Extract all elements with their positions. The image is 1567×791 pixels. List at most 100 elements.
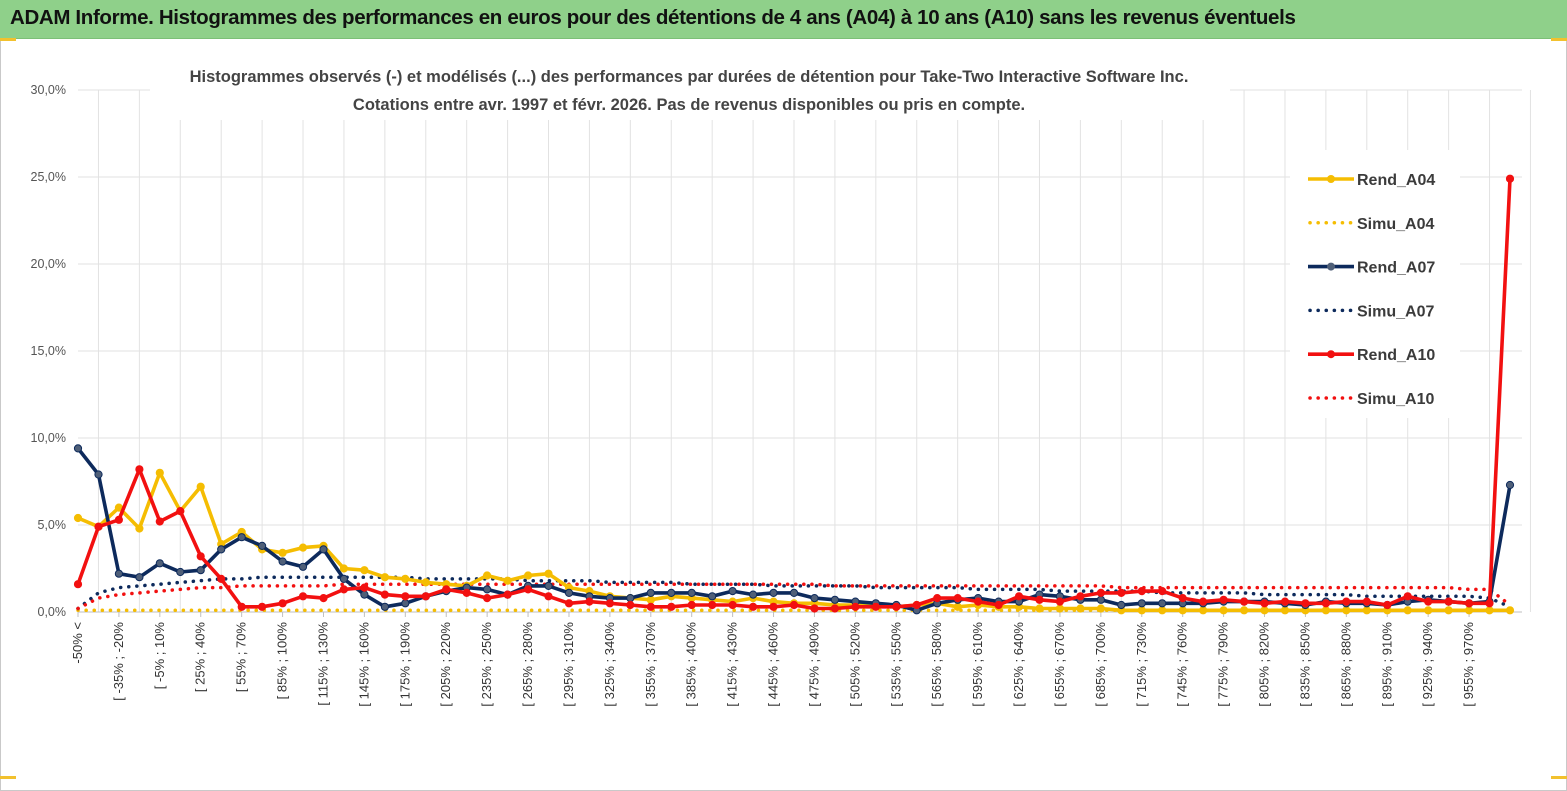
x-tick-label: [ 565% ; 580%: [929, 622, 944, 707]
data-point: [524, 571, 533, 580]
data-point: [114, 569, 124, 578]
data-point: [155, 468, 164, 477]
x-tick-label: [ -35% ; -20%: [111, 622, 126, 701]
data-point: [687, 588, 696, 598]
data-point: [1096, 595, 1106, 604]
data-point: [176, 507, 185, 516]
data-point: [1465, 606, 1474, 615]
legend-marker: [1327, 350, 1335, 359]
data-point: [1240, 597, 1249, 606]
data-point: [626, 594, 635, 603]
legend-marker: [1327, 262, 1335, 271]
data-point: [1076, 604, 1085, 613]
x-tick-label: [ 955% ; 970%: [1461, 622, 1476, 707]
x-tick-label: [ 865% ; 880%: [1338, 622, 1353, 707]
x-tick-label: [ 205% ; 220%: [438, 622, 453, 707]
legend-entry-simu_a07: Simu_A07: [1308, 303, 1434, 320]
data-point: [1035, 595, 1044, 604]
data-point: [1485, 599, 1494, 608]
data-point: [196, 482, 205, 491]
data-point: [237, 533, 246, 542]
legend-entry-simu_a04: Simu_A04: [1308, 216, 1434, 233]
data-point: [1219, 606, 1228, 615]
data-point: [1137, 606, 1146, 615]
data-point: [380, 573, 389, 582]
data-point: [135, 465, 144, 474]
data-point: [1505, 174, 1515, 183]
y-tick-label: 30,0%: [31, 83, 66, 97]
data-point: [1117, 588, 1126, 598]
legend-label: Rend_A04: [1357, 172, 1435, 189]
data-point: [564, 599, 574, 608]
data-point: [830, 595, 840, 604]
y-tick-label: 15,0%: [31, 344, 66, 358]
data-point: [360, 583, 369, 592]
data-point: [401, 599, 410, 608]
data-point: [258, 541, 267, 551]
x-tick-label: [ 295% ; 310%: [561, 622, 576, 707]
x-tick-label: [ 355% ; 370%: [643, 622, 658, 707]
data-point: [1280, 606, 1290, 615]
data-point: [176, 567, 185, 577]
data-point: [585, 597, 594, 606]
x-tick-label: [ 235% ; 250%: [479, 622, 494, 707]
data-point: [1096, 604, 1106, 613]
x-tick-label: [ 805% ; 820%: [1257, 622, 1272, 707]
x-tick-label: [ 715% ; 730%: [1134, 622, 1149, 707]
data-point: [974, 597, 983, 606]
data-point: [1362, 597, 1371, 606]
data-point: [1219, 595, 1228, 604]
data-point: [1178, 594, 1187, 603]
x-tick-label: [ -5% ; 10%: [152, 622, 167, 690]
data-point: [196, 552, 205, 561]
data-point: [667, 602, 676, 611]
data-point: [1055, 597, 1065, 606]
data-point: [1199, 606, 1208, 615]
data-point: [1362, 606, 1371, 615]
data-point: [339, 585, 348, 594]
data-point: [196, 566, 205, 575]
data-point: [1424, 597, 1433, 606]
x-tick-label: [ 685% ; 700%: [1093, 622, 1108, 707]
data-point: [483, 571, 492, 580]
data-point: [1055, 604, 1065, 613]
x-tick-label: [ 85% ; 100%: [275, 622, 290, 700]
data-point: [503, 576, 512, 585]
data-point: [278, 557, 287, 566]
x-tick-label: [ 445% ; 460%: [766, 622, 781, 707]
data-point: [544, 569, 553, 578]
title-backdrop: [150, 58, 1230, 120]
data-point: [1424, 606, 1433, 615]
data-point: [483, 594, 492, 603]
x-tick-label: [ 415% ; 430%: [725, 622, 740, 707]
data-point: [933, 594, 942, 603]
x-tick-label: [ 175% ; 190%: [397, 622, 412, 707]
data-point: [1280, 597, 1290, 606]
data-point: [1444, 597, 1453, 606]
corner-accent-bottom-left: [0, 776, 16, 779]
data-point: [380, 602, 389, 611]
x-tick-label: [ 895% ; 910%: [1379, 622, 1394, 707]
data-point: [1342, 606, 1351, 615]
data-point: [1158, 599, 1167, 608]
data-point: [298, 592, 308, 601]
data-point: [421, 578, 430, 587]
x-tick-label: [ 55% ; 70%: [234, 622, 249, 693]
data-point: [1076, 592, 1085, 601]
corner-accent-top-left: [0, 38, 16, 41]
data-point: [217, 574, 226, 584]
y-tick-label: 20,0%: [31, 257, 66, 271]
x-tick-label: [ 535% ; 550%: [888, 622, 903, 707]
data-point: [646, 602, 655, 611]
legend-label: Simu_A04: [1357, 216, 1434, 233]
data-point: [1321, 599, 1331, 608]
data-point: [789, 600, 799, 610]
data-point: [871, 602, 880, 611]
data-point: [769, 602, 778, 611]
data-point: [1260, 606, 1269, 615]
series-line: [76, 582, 1512, 611]
data-point: [94, 522, 103, 531]
data-point: [789, 588, 799, 598]
series-line: [76, 575, 1512, 611]
data-point: [626, 600, 635, 610]
